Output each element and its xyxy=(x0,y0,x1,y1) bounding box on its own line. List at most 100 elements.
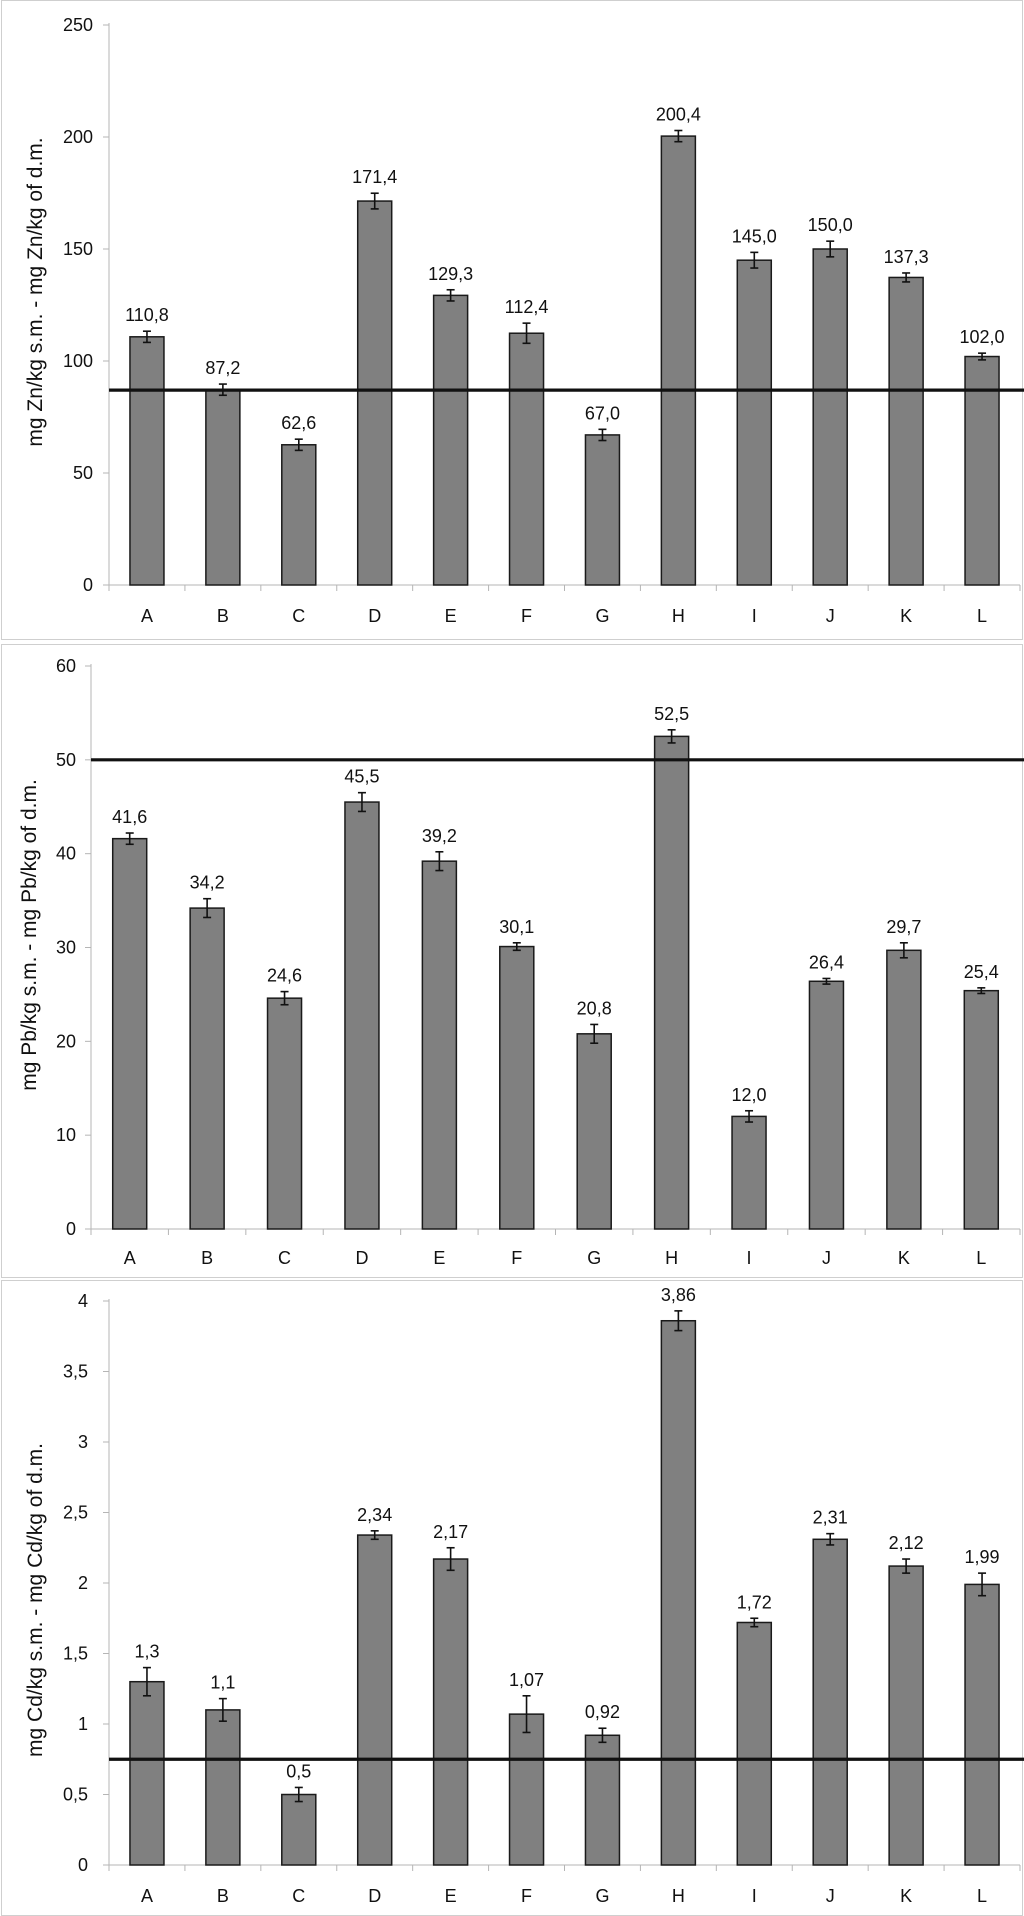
zinc-data-label-G: 67,0 xyxy=(585,403,620,423)
zinc-bar-H xyxy=(660,135,697,586)
cadmium-data-label-G: 0,92 xyxy=(585,1702,620,1722)
lead-y-tick-label: 40 xyxy=(56,844,76,864)
zinc-category-label-B: B xyxy=(217,606,229,626)
lead-bar-L xyxy=(963,989,1000,1230)
lead-y-tick-label: 60 xyxy=(56,656,76,676)
zinc-category-label-I: I xyxy=(752,606,757,626)
cadmium-bar-G xyxy=(584,1734,621,1866)
cadmium-bar-C xyxy=(281,1793,317,1866)
cadmium-data-label-F: 1,07 xyxy=(509,1670,544,1690)
zinc-data-label-L: 102,0 xyxy=(960,327,1005,347)
lead-data-label-B: 34,2 xyxy=(190,873,225,893)
cadmium-bar-D xyxy=(356,1534,393,1866)
zinc-bar-L xyxy=(964,355,1000,586)
lead-category-label-L: L xyxy=(976,1248,986,1268)
zinc-y-tick-label: 250 xyxy=(63,15,93,35)
cadmium-category-label-A: A xyxy=(141,1886,153,1906)
zinc-bar-A xyxy=(129,336,165,586)
zinc-data-label-E: 129,3 xyxy=(428,264,473,284)
zinc-category-label-C: C xyxy=(292,606,305,626)
zinc-chart-panel: 0 50 100 150 200 250 110,8 A 87,2 B 62,6 C 171,4 D 129… xyxy=(0,0,1024,640)
lead-data-label-H: 52,5 xyxy=(654,704,689,724)
lead-data-label-I: 12,0 xyxy=(732,1085,767,1105)
cadmium-bar-K xyxy=(888,1565,924,1866)
lead-bar-A xyxy=(111,837,148,1230)
zinc-category-label-E: E xyxy=(445,606,457,626)
zinc-data-label-B: 87,2 xyxy=(205,358,240,378)
lead-y-tick-label: 20 xyxy=(56,1031,76,1051)
lead-y-tick-label: 10 xyxy=(56,1125,76,1145)
lead-bar-K xyxy=(886,949,922,1230)
lead-category-label-B: B xyxy=(201,1248,213,1268)
lead-y-axis-label: mg Pb/kg s.m. - mg Pb/kg of d.m. xyxy=(18,779,41,1091)
cadmium-y-tick-label: 4 xyxy=(78,1291,88,1311)
cadmium-data-label-I: 1,72 xyxy=(737,1592,772,1612)
lead-y-tick-label: 50 xyxy=(56,750,76,770)
cadmium-data-label-D: 2,34 xyxy=(357,1505,392,1525)
zinc-data-label-C: 62,6 xyxy=(281,413,316,433)
zinc-data-label-D: 171,4 xyxy=(352,167,397,187)
zinc-bar-I xyxy=(736,259,773,586)
cadmium-category-label-J: J xyxy=(826,1886,835,1906)
zinc-category-label-F: F xyxy=(521,606,532,626)
cadmium-category-label-E: E xyxy=(445,1886,457,1906)
cadmium-chart-panel: 0 0,5 1 1,5 2 2,5 3 3,5 4 1,3 A 1,1 B 0,5 C 2,34 D 2,17 E 1… xyxy=(0,1280,1024,1916)
cadmium-category-label-H: H xyxy=(672,1886,685,1906)
zinc-bar-C xyxy=(281,444,317,586)
zinc-category-label-G: G xyxy=(595,606,609,626)
zinc-category-label-L: L xyxy=(977,606,987,626)
cadmium-y-tick-label: 0 xyxy=(78,1855,88,1875)
lead-data-label-A: 41,6 xyxy=(112,807,147,827)
lead-data-label-G: 20,8 xyxy=(577,998,612,1018)
lead-data-label-D: 45,5 xyxy=(344,767,379,787)
cadmium-y-tick-label: 2 xyxy=(78,1573,88,1593)
zinc-y-tick-label: 100 xyxy=(63,351,93,371)
cadmium-y-axis-label: mg Cd/kg s.m. - mg Cd/kg of d.m. xyxy=(24,1443,47,1757)
lead-bar-E xyxy=(421,860,458,1230)
cadmium-category-label-D: D xyxy=(368,1886,381,1906)
zinc-data-label-F: 112,4 xyxy=(505,297,549,317)
cadmium-data-label-A: 1,3 xyxy=(134,1642,159,1662)
lead-category-label-G: G xyxy=(587,1248,601,1268)
cadmium-category-label-C: C xyxy=(292,1886,305,1906)
cadmium-bar-L xyxy=(964,1583,1000,1866)
cadmium-category-label-B: B xyxy=(217,1886,229,1906)
zinc-bar-F xyxy=(508,332,545,586)
lead-bar-I xyxy=(731,1115,767,1230)
cadmium-y-tick-label: 2,5 xyxy=(63,1503,88,1523)
cadmium-y-tick-label: 1,5 xyxy=(63,1644,88,1664)
zinc-data-label-I: 145,0 xyxy=(732,226,777,246)
lead-bar-H xyxy=(653,735,690,1230)
zinc-bar-E xyxy=(432,294,469,586)
zinc-y-tick-label: 0 xyxy=(83,575,93,595)
lead-bar-G xyxy=(576,1033,612,1230)
cadmium-data-label-K: 2,12 xyxy=(889,1533,924,1553)
lead-data-label-F: 30,1 xyxy=(499,917,534,937)
lead-bar-C xyxy=(266,997,303,1230)
cadmium-data-label-J: 2,31 xyxy=(813,1508,848,1528)
lead-y-tick-label: 30 xyxy=(56,938,76,958)
lead-category-label-E: E xyxy=(433,1248,445,1268)
cadmium-bar-I xyxy=(736,1621,773,1866)
zinc-category-label-K: K xyxy=(900,606,912,626)
zinc-category-label-D: D xyxy=(368,606,381,626)
zinc-y-axis-label: mg Zn/kg s.m. - mg Zn/kg of d.m. xyxy=(24,137,47,447)
cadmium-bar-B xyxy=(205,1709,241,1866)
lead-bar-D xyxy=(344,801,380,1230)
lead-category-label-C: C xyxy=(278,1248,291,1268)
cadmium-category-label-L: L xyxy=(977,1886,987,1906)
cadmium-bar-E xyxy=(432,1558,469,1866)
zinc-bar-K xyxy=(888,276,924,586)
cadmium-y-tick-label: 3 xyxy=(78,1432,88,1452)
cadmium-category-label-I: I xyxy=(752,1886,757,1906)
zinc-bar-G xyxy=(584,434,621,586)
lead-category-label-J: J xyxy=(822,1248,831,1268)
lead-category-label-I: I xyxy=(747,1248,752,1268)
lead-bar-F xyxy=(499,945,535,1230)
lead-data-label-C: 24,6 xyxy=(267,966,302,986)
cadmium-bar-H xyxy=(660,1319,697,1866)
zinc-chart-svg: 0 50 100 150 200 250 110,8 A 87,2 B 62,6 C 171,4 D 129… xyxy=(63,15,1024,626)
cadmium-data-label-L: 1,99 xyxy=(965,1547,1000,1567)
zinc-bar-D xyxy=(356,200,393,586)
cadmium-bar-F xyxy=(508,1713,545,1866)
